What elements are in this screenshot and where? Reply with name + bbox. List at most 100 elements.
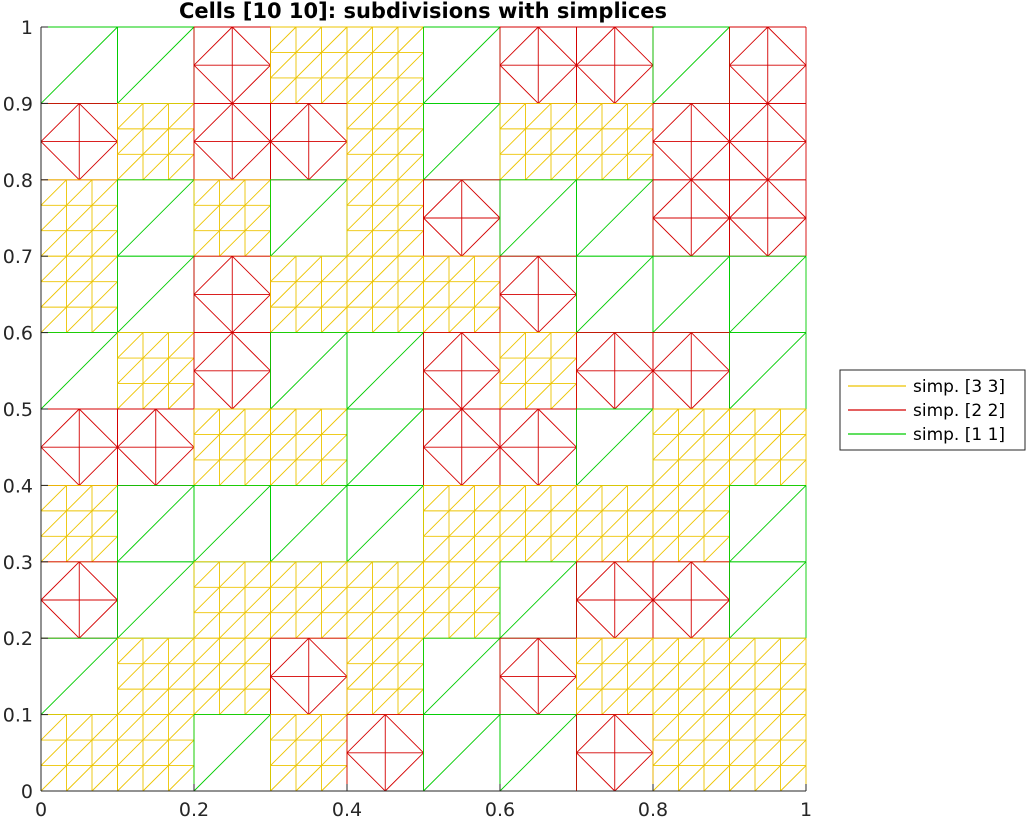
x-tick-label: 0.6 [485, 799, 515, 821]
simplex-edge [295, 52, 348, 104]
simplex-edge [78, 561, 118, 601]
simplex-edge [461, 179, 501, 219]
mesh-cell [346, 714, 424, 792]
simplex-edge [346, 255, 424, 333]
simplex-edge [193, 26, 233, 66]
simplex-edge [448, 510, 501, 563]
simplex-edge [652, 637, 705, 690]
simplex-edge [117, 255, 195, 333]
mesh-cell [193, 408, 271, 486]
mesh-cell [729, 637, 807, 716]
simplex-edge [652, 714, 705, 766]
simplex-edge [117, 103, 169, 155]
simplex-edge [423, 561, 501, 639]
simplex-edge [767, 103, 807, 142]
simplex-edge [576, 179, 654, 257]
mesh-cell [270, 102, 348, 181]
simplex-edge [40, 446, 80, 486]
simplex-edge [576, 64, 616, 104]
simplex-edge [231, 103, 271, 142]
mesh-cell [40, 408, 118, 486]
simplex-edge [270, 637, 310, 677]
simplex-edge [193, 637, 271, 715]
simplex-edge [614, 714, 654, 754]
mesh-cell [40, 179, 118, 257]
mesh-cell [423, 637, 501, 716]
simplex-edge [397, 306, 424, 333]
simplex-edge [397, 154, 424, 181]
simplex-edge [346, 485, 424, 563]
x-tick-label: 1 [800, 799, 812, 821]
simplex-edge [576, 485, 654, 563]
simplex-edge [423, 255, 501, 333]
simplex-edge [525, 357, 577, 410]
simplex-edge [40, 179, 67, 206]
mesh-cell [117, 637, 195, 716]
simplex-edge [652, 217, 692, 257]
simplex-edge [346, 332, 424, 410]
simplex-edge [729, 408, 807, 486]
simplex-edge [117, 446, 157, 486]
mesh-cell [576, 102, 654, 181]
simplex-edge [168, 154, 195, 181]
mesh-cell [193, 561, 271, 639]
x-tick-label: 0.4 [332, 799, 362, 821]
simplex-edge [678, 663, 730, 715]
mesh-cell [499, 255, 577, 334]
simplex-edge [219, 663, 271, 715]
simplex-edge [652, 141, 692, 181]
simplex-edge [652, 408, 730, 486]
mesh-cell [270, 26, 348, 104]
simplex-edge [346, 561, 373, 588]
simplex-edge [423, 408, 463, 448]
mesh-cell [652, 332, 730, 410]
mesh-cell [499, 484, 577, 563]
simplex-edge [576, 255, 654, 333]
y-tick-label: 1 [21, 17, 33, 39]
simplex-edge [117, 637, 195, 715]
mesh-cell [346, 102, 424, 181]
simplex-edge [576, 637, 603, 664]
y-tick-label: 0.2 [3, 628, 33, 650]
mesh-cell [270, 561, 348, 639]
mesh-cell [423, 26, 501, 104]
simplex-edge [461, 332, 501, 372]
simplex-edge [270, 26, 348, 104]
simplex-edge [767, 179, 807, 219]
simplex-edge [372, 586, 424, 639]
simplex-edge [346, 103, 399, 155]
simplex-edge [614, 599, 654, 639]
simplex-edge [499, 485, 552, 537]
simplex-edge [652, 714, 730, 792]
mesh-cell [193, 637, 271, 716]
simplex-edge [499, 485, 526, 512]
simplex-edge [652, 408, 705, 461]
simplex-edge [193, 637, 220, 664]
simplex-edge [40, 485, 67, 512]
simplex-edge [537, 446, 577, 486]
simplex-edge [729, 141, 769, 181]
simplex-edge [346, 255, 373, 282]
simplex-edge [576, 561, 616, 601]
simplex-edge [270, 485, 348, 563]
simplex-edge [155, 408, 195, 448]
simplex-edge [270, 561, 297, 588]
simplex-edge [244, 612, 271, 639]
simplex-edge [142, 357, 195, 410]
simplex-edge [576, 637, 654, 715]
simplex-edge [346, 408, 424, 486]
simplex-edge [270, 141, 310, 181]
mesh-cell [40, 332, 118, 410]
simplex-edge [576, 637, 628, 690]
simplex-edge [423, 637, 501, 715]
mesh-cell [652, 484, 730, 563]
simplex-edge [423, 332, 463, 372]
x-tick-label: 0.8 [638, 799, 668, 821]
y-tick-label: 0.8 [3, 170, 33, 192]
y-tick-label: 0.6 [3, 323, 33, 345]
simplex-edge [474, 306, 501, 333]
simplex-edge [690, 179, 730, 219]
simplex-edge [346, 561, 399, 614]
simplex-edge [601, 663, 654, 715]
mesh-cell [117, 408, 195, 486]
